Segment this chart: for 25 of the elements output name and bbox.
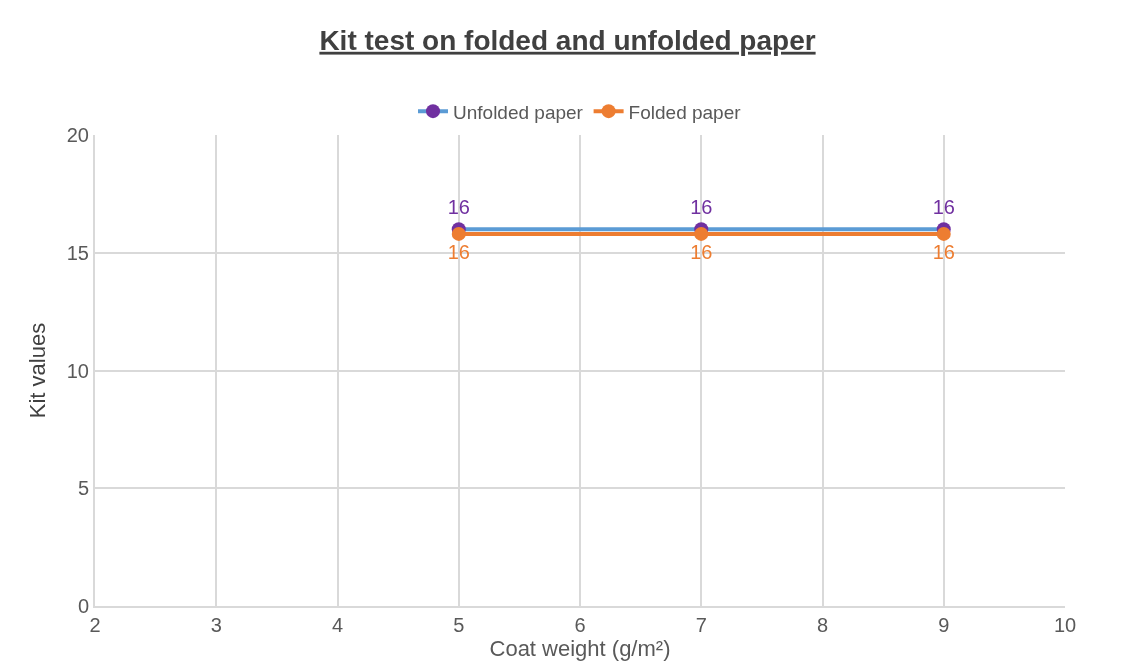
data-label: 16 xyxy=(447,196,470,219)
data-label: 16 xyxy=(690,240,713,263)
data-label: 16 xyxy=(690,196,713,219)
x-tick-label: 6 xyxy=(574,614,586,636)
x-tick-label: 9 xyxy=(938,614,950,636)
legend-label: Folded paper xyxy=(628,101,742,123)
x-tick-label: 5 xyxy=(453,614,465,636)
chart-title: Kit test on folded and unfolded paper xyxy=(319,24,816,56)
x-tick-label: 7 xyxy=(695,614,707,636)
data-label: 16 xyxy=(932,196,955,219)
data-label: 16 xyxy=(932,240,955,263)
y-axis-title: Kit values xyxy=(25,322,51,419)
x-tick-label: 4 xyxy=(331,614,344,636)
x-axis-title: Coat weight (g/m²) xyxy=(489,636,671,661)
y-tick-label: 0 xyxy=(77,595,89,617)
x-tick-label: 8 xyxy=(816,614,829,636)
y-tick-label: 10 xyxy=(66,359,89,382)
y-tick-label: 20 xyxy=(66,124,89,146)
x-tick-label: 2 xyxy=(89,614,101,636)
data-label: 16 xyxy=(447,240,470,263)
x-tick-label: 10 xyxy=(1053,614,1077,636)
y-tick-label: 5 xyxy=(77,477,89,500)
legend-label: Unfolded paper xyxy=(453,101,584,123)
y-tick-label: 15 xyxy=(66,241,89,264)
x-tick-label: 3 xyxy=(210,614,222,636)
